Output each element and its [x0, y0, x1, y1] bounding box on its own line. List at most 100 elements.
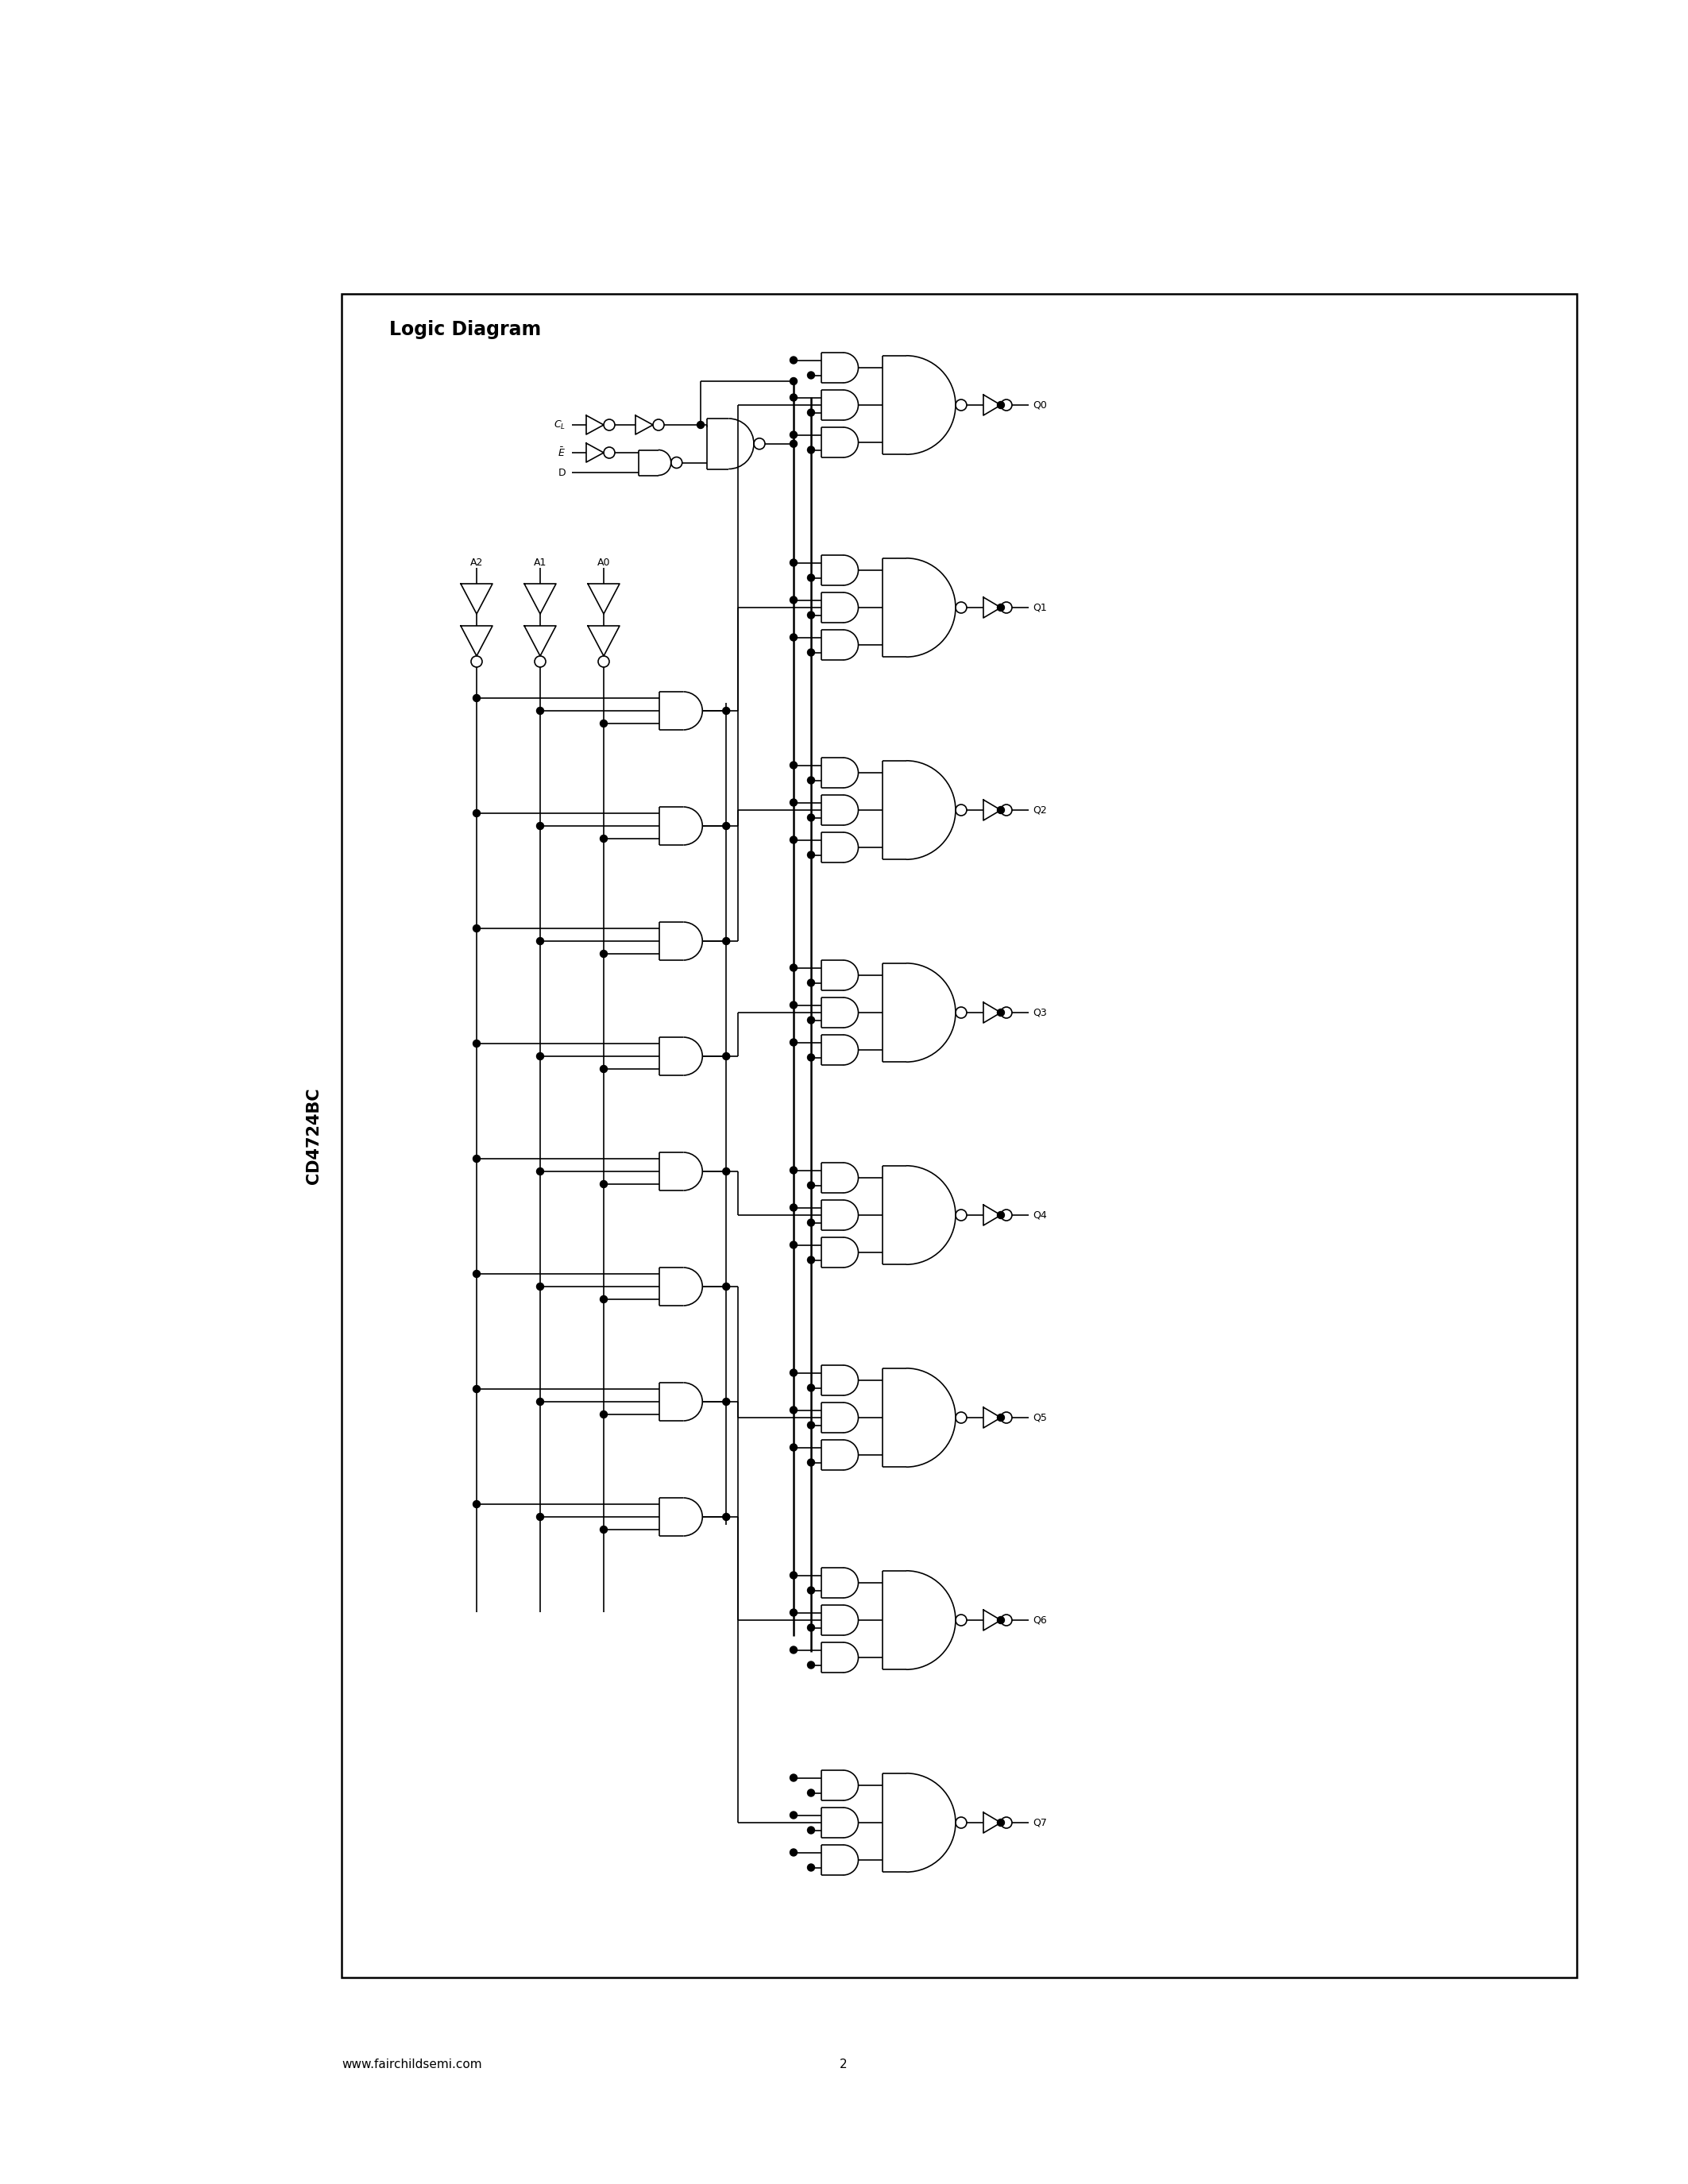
- Circle shape: [722, 937, 729, 946]
- Text: Q3: Q3: [1033, 1007, 1047, 1018]
- Circle shape: [537, 1282, 544, 1291]
- Circle shape: [998, 1212, 1004, 1219]
- Circle shape: [790, 1369, 797, 1376]
- Circle shape: [790, 1572, 797, 1579]
- Circle shape: [998, 605, 1004, 612]
- Text: www.fairchildsemi.com: www.fairchildsemi.com: [341, 2060, 481, 2070]
- Circle shape: [807, 778, 815, 784]
- Circle shape: [998, 402, 1004, 408]
- Circle shape: [601, 1527, 608, 1533]
- Circle shape: [807, 1662, 815, 1669]
- Circle shape: [473, 1040, 479, 1046]
- Text: Q5: Q5: [1033, 1413, 1047, 1422]
- Circle shape: [790, 836, 797, 843]
- Circle shape: [807, 1219, 815, 1225]
- Circle shape: [473, 1271, 479, 1278]
- Text: $C_L$: $C_L$: [554, 419, 565, 430]
- Circle shape: [807, 1182, 815, 1188]
- Circle shape: [722, 823, 729, 830]
- Circle shape: [790, 1040, 797, 1046]
- Text: Q2: Q2: [1033, 806, 1047, 815]
- Circle shape: [790, 1203, 797, 1212]
- Circle shape: [807, 1625, 815, 1631]
- Text: A1: A1: [533, 557, 547, 568]
- Circle shape: [790, 1444, 797, 1450]
- Circle shape: [722, 1398, 729, 1404]
- Circle shape: [807, 1826, 815, 1835]
- Circle shape: [790, 762, 797, 769]
- Circle shape: [790, 1850, 797, 1856]
- Circle shape: [807, 1055, 815, 1061]
- Text: CD4724BC: CD4724BC: [306, 1088, 322, 1184]
- Circle shape: [722, 1053, 729, 1059]
- Circle shape: [790, 430, 797, 439]
- Circle shape: [807, 1422, 815, 1428]
- Circle shape: [537, 708, 544, 714]
- Circle shape: [790, 356, 797, 365]
- Text: A2: A2: [469, 557, 483, 568]
- Circle shape: [998, 1616, 1004, 1623]
- Circle shape: [998, 1009, 1004, 1016]
- Text: A0: A0: [598, 557, 611, 568]
- Circle shape: [790, 378, 797, 384]
- Circle shape: [790, 596, 797, 603]
- Text: Q7: Q7: [1033, 1817, 1047, 1828]
- Circle shape: [790, 441, 797, 448]
- Circle shape: [537, 1514, 544, 1520]
- Circle shape: [998, 1819, 1004, 1826]
- Circle shape: [807, 852, 815, 858]
- Text: Q1: Q1: [1033, 603, 1047, 614]
- Circle shape: [790, 799, 797, 806]
- Circle shape: [807, 408, 815, 417]
- Circle shape: [807, 815, 815, 821]
- Circle shape: [790, 393, 797, 402]
- Circle shape: [473, 924, 479, 933]
- Circle shape: [473, 1385, 479, 1393]
- Circle shape: [722, 708, 729, 714]
- Text: D: D: [559, 467, 565, 478]
- Circle shape: [790, 1002, 797, 1009]
- Circle shape: [537, 1168, 544, 1175]
- Text: Q6: Q6: [1033, 1614, 1047, 1625]
- Circle shape: [601, 834, 608, 843]
- Text: 2: 2: [841, 2060, 847, 2070]
- Text: Q0: Q0: [1033, 400, 1047, 411]
- Circle shape: [537, 937, 544, 946]
- Circle shape: [473, 695, 479, 701]
- Circle shape: [601, 1295, 608, 1304]
- Bar: [341, 295, 1577, 1977]
- Circle shape: [807, 574, 815, 581]
- Circle shape: [790, 1647, 797, 1653]
- Circle shape: [473, 1155, 479, 1162]
- Circle shape: [537, 1053, 544, 1059]
- Circle shape: [807, 1459, 815, 1465]
- Circle shape: [807, 1256, 815, 1265]
- Circle shape: [807, 1016, 815, 1024]
- Circle shape: [807, 1863, 815, 1872]
- Circle shape: [998, 806, 1004, 815]
- Circle shape: [790, 559, 797, 566]
- Circle shape: [537, 823, 544, 830]
- Circle shape: [807, 978, 815, 987]
- Circle shape: [807, 1789, 815, 1797]
- Circle shape: [790, 1241, 797, 1249]
- Circle shape: [807, 1385, 815, 1391]
- Text: Q4: Q4: [1033, 1210, 1047, 1221]
- Circle shape: [807, 1588, 815, 1594]
- Circle shape: [601, 721, 608, 727]
- Circle shape: [722, 1514, 729, 1520]
- Circle shape: [601, 1066, 608, 1072]
- Circle shape: [807, 371, 815, 378]
- Text: Logic Diagram: Logic Diagram: [390, 321, 542, 339]
- Circle shape: [601, 1182, 608, 1188]
- Circle shape: [473, 1500, 479, 1507]
- Text: $\bar{E}$: $\bar{E}$: [557, 446, 565, 459]
- Bar: [640, 673, 749, 1555]
- Circle shape: [807, 612, 815, 618]
- Circle shape: [473, 810, 479, 817]
- Circle shape: [790, 1610, 797, 1616]
- Circle shape: [697, 422, 704, 428]
- Circle shape: [998, 1413, 1004, 1422]
- Circle shape: [790, 1811, 797, 1819]
- Circle shape: [790, 963, 797, 972]
